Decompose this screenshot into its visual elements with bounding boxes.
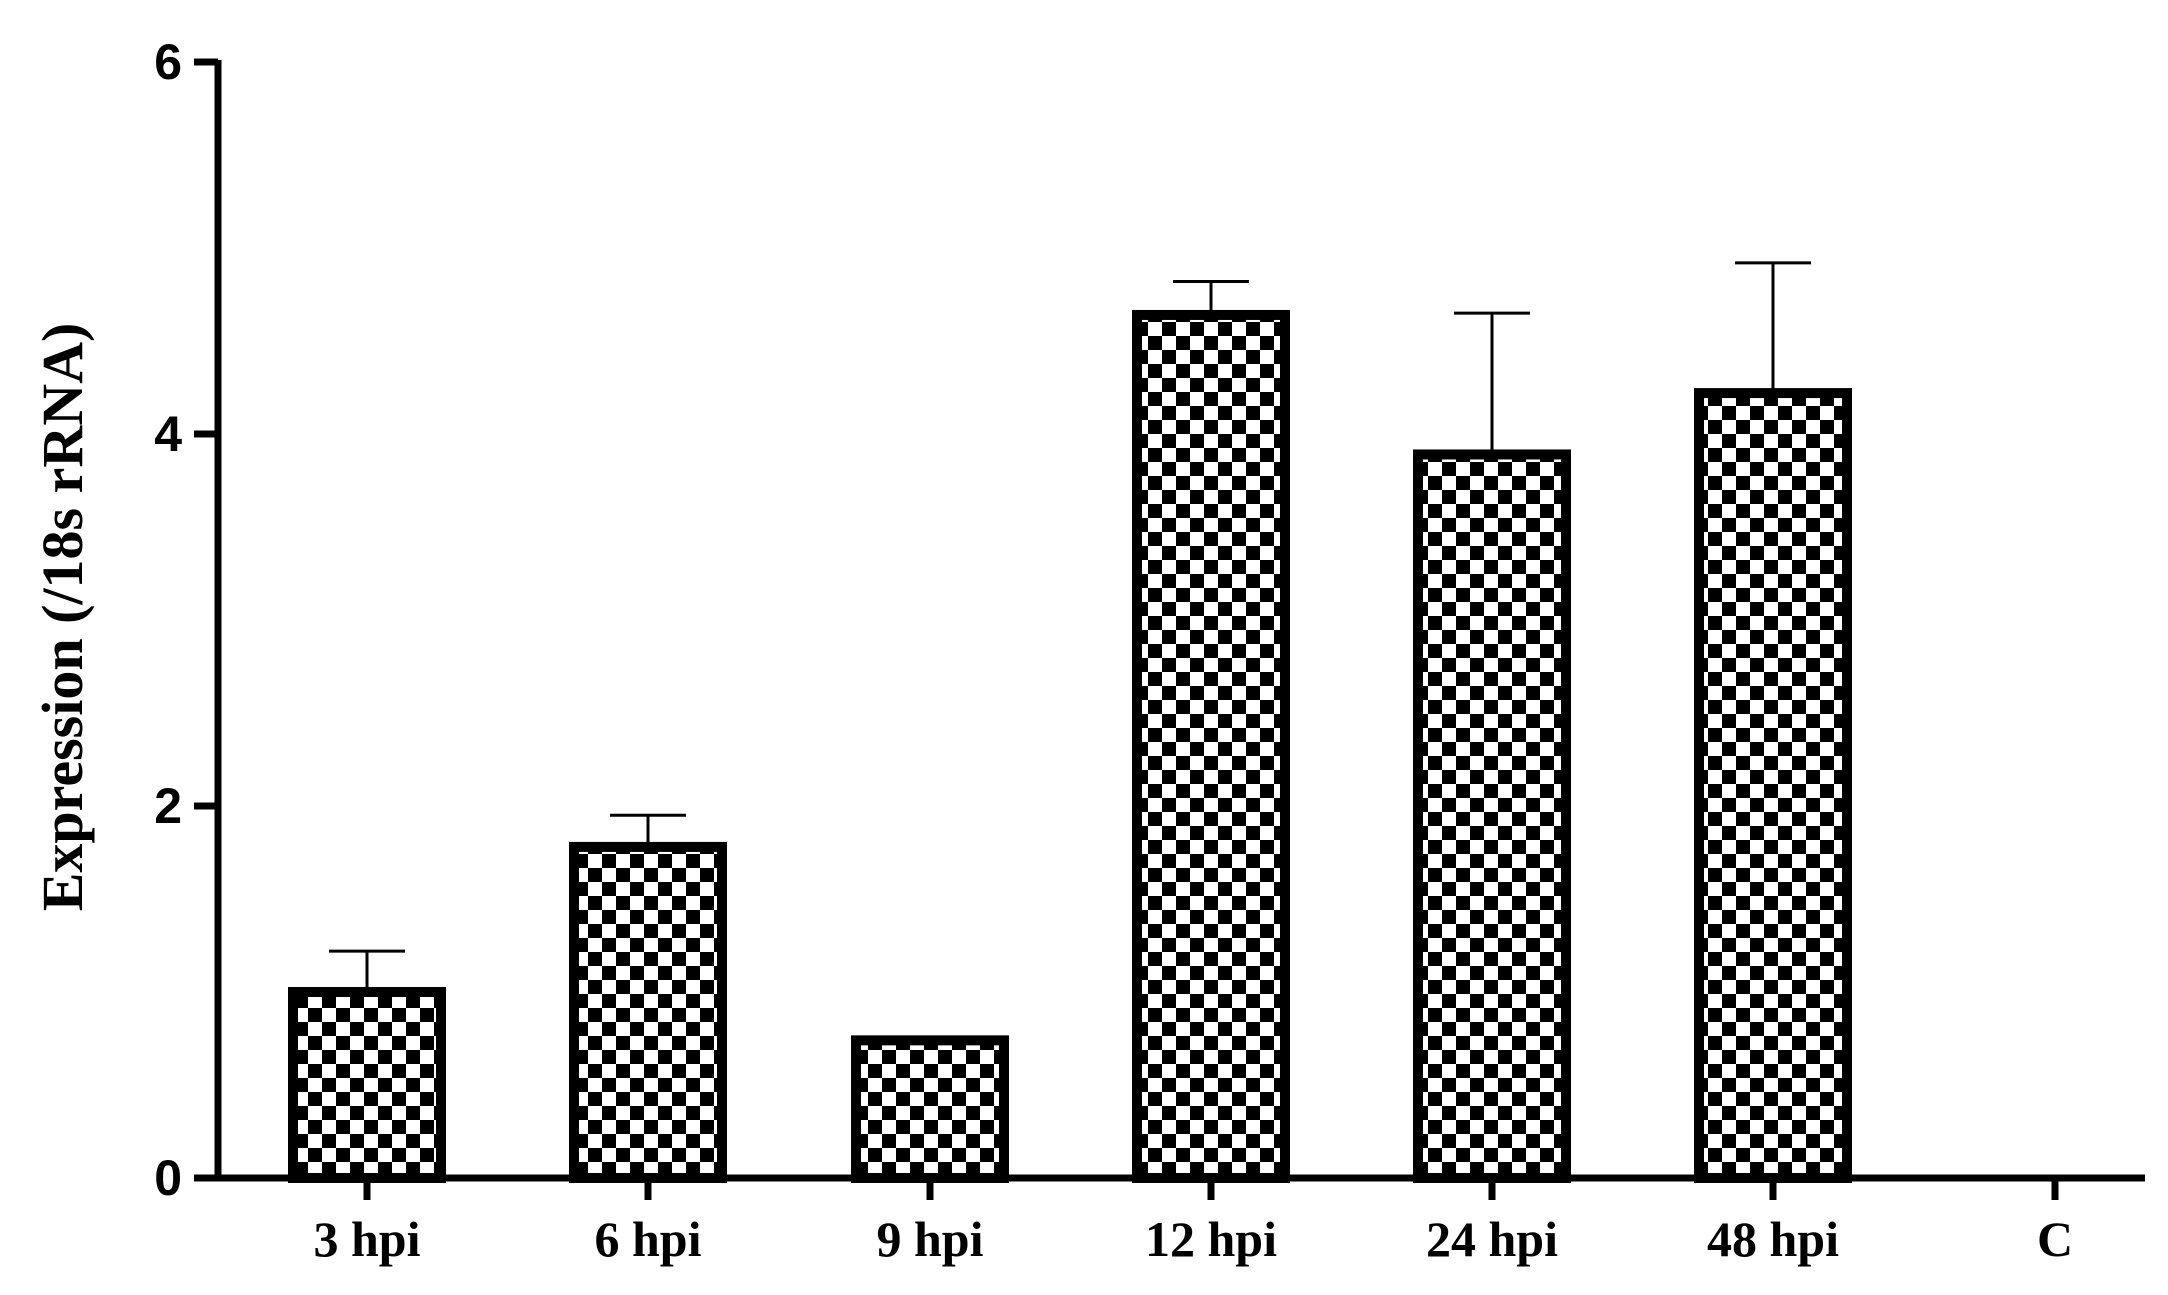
bars-layer	[288, 309, 1852, 1183]
x-tick-label: 6 hpi	[594, 1211, 701, 1267]
x-tick-label: 24 hpi	[1426, 1211, 1558, 1267]
x-tick-label: 12 hpi	[1145, 1211, 1277, 1267]
error-bars-layer	[329, 261, 1811, 1041]
y-axis-title: Expression (/18s rRNA)	[30, 323, 95, 912]
bar	[1132, 309, 1290, 1183]
y-tick-label: 6	[154, 34, 182, 90]
x-tick-label: 48 hpi	[1707, 1211, 1839, 1267]
y-tick-label: 4	[154, 406, 182, 462]
x-tick-label: 9 hpi	[876, 1211, 983, 1267]
bar	[1694, 388, 1852, 1183]
x-tick-label: C	[2037, 1211, 2073, 1267]
axes-layer	[194, 58, 2145, 1200]
labels-layer: 0 2 4 6 3 hpi 6 hpi 9 hpi 12 hpi 24 hpi 48 hpi C	[154, 34, 2073, 1267]
bar	[288, 987, 446, 1183]
y-tick-label: 2	[154, 778, 182, 834]
x-tick-label: 3 hpi	[313, 1211, 420, 1267]
bar	[1413, 449, 1571, 1183]
y-tick-label: 0	[154, 1150, 182, 1206]
bar	[851, 1035, 1009, 1183]
bar	[569, 841, 727, 1183]
